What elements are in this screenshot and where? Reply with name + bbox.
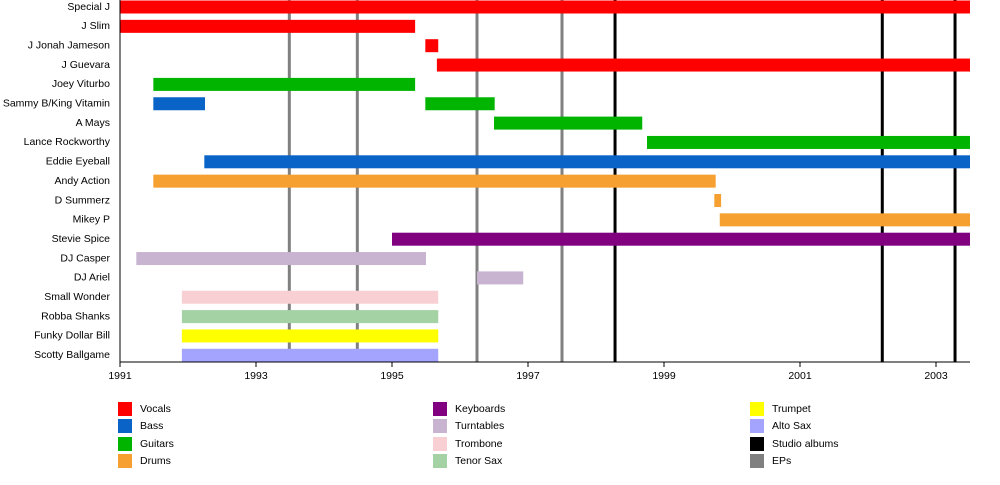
member-label: Mikey P	[73, 214, 110, 226]
member-label: Eddie Eyeball	[46, 156, 110, 168]
x-tick-label: 2003	[924, 370, 948, 382]
x-tick-label: 1995	[380, 370, 404, 382]
bar	[647, 135, 970, 149]
bar	[477, 271, 524, 285]
legend-label: EPs	[772, 455, 791, 467]
legend-swatch	[118, 402, 132, 416]
bar	[153, 97, 205, 111]
x-tick-label: 1993	[244, 370, 268, 382]
bar	[714, 194, 722, 207]
legend-swatch	[433, 437, 447, 451]
bar	[436, 58, 970, 72]
legend-label: Bass	[140, 420, 163, 432]
member-label: J Guevara	[62, 59, 111, 71]
legend-label: Trumpet	[772, 403, 811, 415]
member-label: D Summerz	[55, 194, 110, 206]
member-label: J Slim	[81, 20, 110, 32]
legend-label: Studio albums	[772, 438, 839, 450]
legend-swatch	[118, 419, 132, 433]
legend-label: Trombone	[455, 438, 503, 450]
bar	[425, 39, 439, 53]
x-tick-label: 1999	[652, 370, 676, 382]
bar	[153, 174, 716, 188]
bar	[181, 310, 439, 324]
legend-swatch	[433, 402, 447, 416]
bar	[719, 213, 970, 227]
member-label: Scotty Ballgame	[34, 349, 110, 361]
member-label: DJ Casper	[60, 252, 110, 264]
legend-swatch	[433, 419, 447, 433]
bar	[181, 329, 439, 343]
bar	[181, 290, 439, 304]
bar	[494, 116, 643, 130]
legend-swatch	[750, 454, 764, 468]
member-label: Sammy B/King Vitamin	[3, 98, 110, 110]
x-tick-label: 1997	[516, 370, 540, 382]
bar	[204, 155, 970, 169]
x-tick-label: 1991	[108, 370, 132, 382]
legend-label: Guitars	[140, 438, 174, 450]
member-label: Funky Dollar Bill	[34, 330, 110, 342]
bar	[392, 232, 970, 246]
member-label: Andy Action	[55, 175, 111, 187]
member-label: Stevie Spice	[52, 233, 111, 245]
member-label: A Mays	[76, 117, 110, 129]
bar	[181, 348, 439, 362]
bar	[120, 19, 416, 33]
legend-label: Drums	[140, 455, 171, 467]
legend-swatch	[750, 402, 764, 416]
legend-swatch	[118, 437, 132, 451]
bar	[425, 97, 495, 111]
legend-label: Turntables	[455, 420, 504, 432]
member-label: DJ Ariel	[74, 272, 110, 284]
member-label: Small Wonder	[44, 291, 110, 303]
bar	[136, 252, 426, 266]
bar	[120, 0, 970, 14]
bar	[153, 77, 416, 91]
legend-label: Tenor Sax	[455, 455, 503, 467]
x-tick-label: 2001	[788, 370, 812, 382]
member-label: J Jonah Jameson	[28, 39, 110, 51]
member-label: Joey Viturbo	[52, 78, 110, 90]
legend-label: Vocals	[140, 403, 171, 415]
legend-label: Alto Sax	[772, 420, 812, 432]
legend-swatch	[433, 454, 447, 468]
legend-swatch	[750, 419, 764, 433]
member-label: Special J	[67, 1, 110, 13]
legend-swatch	[750, 437, 764, 451]
member-label: Robba Shanks	[41, 310, 110, 322]
member-label: Lance Rockworthy	[24, 136, 111, 148]
legend-label: Keyboards	[455, 403, 505, 415]
legend-swatch	[118, 454, 132, 468]
